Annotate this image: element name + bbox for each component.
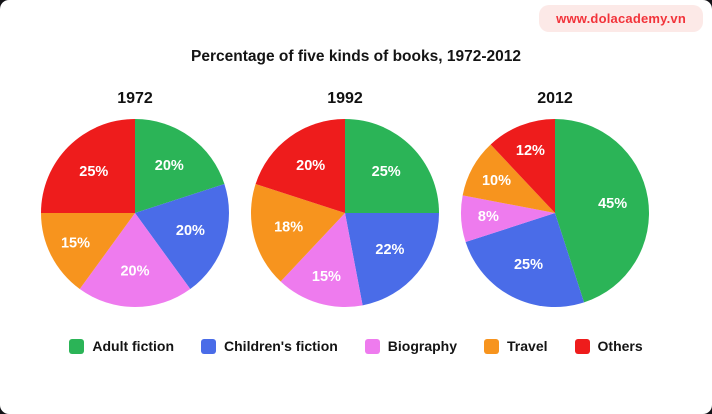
legend-color-swatch-icon xyxy=(574,338,590,354)
pie-slice-biography xyxy=(79,213,191,308)
pie-percent-label: 20% xyxy=(155,158,184,174)
legend-color-swatch-icon xyxy=(201,338,217,354)
site-url-badge: www.dolacademy.vn xyxy=(539,5,703,32)
pie-percent-label: 20% xyxy=(296,158,325,174)
pie-slice-children-s-fiction xyxy=(135,183,230,290)
pie-percent-label: 22% xyxy=(375,242,404,258)
pie-percent-label: 8% xyxy=(478,209,499,225)
pie-slice-others xyxy=(255,119,345,213)
pie-svg-2012: 45% 25% 8% 10% 12% xyxy=(460,119,650,308)
pie-percent-label: 12% xyxy=(516,143,545,159)
legend-label: Adult fiction xyxy=(92,338,175,354)
pie-slice-biography xyxy=(280,213,363,308)
pie-slice-adult-fiction xyxy=(135,119,225,213)
legend-label: Biography xyxy=(387,338,458,354)
legend-label: Children's fiction xyxy=(224,338,338,354)
pie-slice-others xyxy=(41,119,135,213)
pie-charts-row: 1972 20% 20% 20% 15% 25% 1992 25% 22% 15% 18% 20% 20… xyxy=(35,90,655,309)
legend-color-swatch-icon xyxy=(484,338,500,354)
pie-percent-label: 15% xyxy=(61,235,90,251)
pie-percent-label: 15% xyxy=(312,269,341,285)
chart-title: Percentage of five kinds of books, 1972-… xyxy=(191,48,521,65)
legend-item-children-s-fiction: Children's fiction xyxy=(201,338,338,354)
pie-slice-travel xyxy=(250,183,345,282)
pie-svg-1992: 25% 22% 15% 18% 20% xyxy=(250,119,439,308)
pie-percent-label: 20% xyxy=(120,263,149,279)
legend-label: Travel xyxy=(507,338,548,354)
pie-year-label: 1992 xyxy=(327,90,363,107)
pie-year-label: 2012 xyxy=(537,90,573,107)
pie-year-label: 1972 xyxy=(117,90,153,107)
pie-slice-children-s-fiction xyxy=(465,213,585,308)
pie-svg-1972: 20% 20% 20% 15% 25% xyxy=(41,119,230,308)
legend-color-swatch-icon xyxy=(69,338,85,354)
pie-percent-label: 45% xyxy=(598,196,627,212)
legend-item-biography: Biography xyxy=(364,338,458,354)
pie-percent-label: 10% xyxy=(482,173,511,189)
pie-slice-others xyxy=(490,119,555,213)
pie-percent-label: 25% xyxy=(372,164,401,180)
pie-percent-label: 18% xyxy=(274,220,303,236)
pie-slice-adult-fiction xyxy=(555,119,650,303)
pie-chart-2012: 2012 45% 25% 8% 10% 12% xyxy=(455,90,655,309)
pie-slice-travel xyxy=(462,144,555,213)
legend-color-swatch-icon xyxy=(364,338,380,354)
legend-item-adult-fiction: Adult fiction xyxy=(69,338,174,354)
legend-label: Others xyxy=(597,338,643,354)
pie-slice-biography xyxy=(460,195,555,243)
pie-slice-travel xyxy=(41,213,135,290)
pie-percent-label: 20% xyxy=(176,223,205,239)
legend-item-travel: Travel xyxy=(484,338,548,354)
pie-percent-label: 25% xyxy=(79,164,108,180)
pie-slice-children-s-fiction xyxy=(345,213,439,306)
pie-slice-adult-fiction xyxy=(345,119,439,213)
pie-chart-1992: 1992 25% 22% 15% 18% 20% xyxy=(245,90,445,309)
pie-chart-1972: 1972 20% 20% 20% 15% 25% xyxy=(35,90,235,309)
chart-legend: Adult fiction Children's fiction Biography… xyxy=(0,338,712,354)
pie-percent-label: 25% xyxy=(514,257,543,273)
legend-item-others: Others xyxy=(574,338,643,354)
